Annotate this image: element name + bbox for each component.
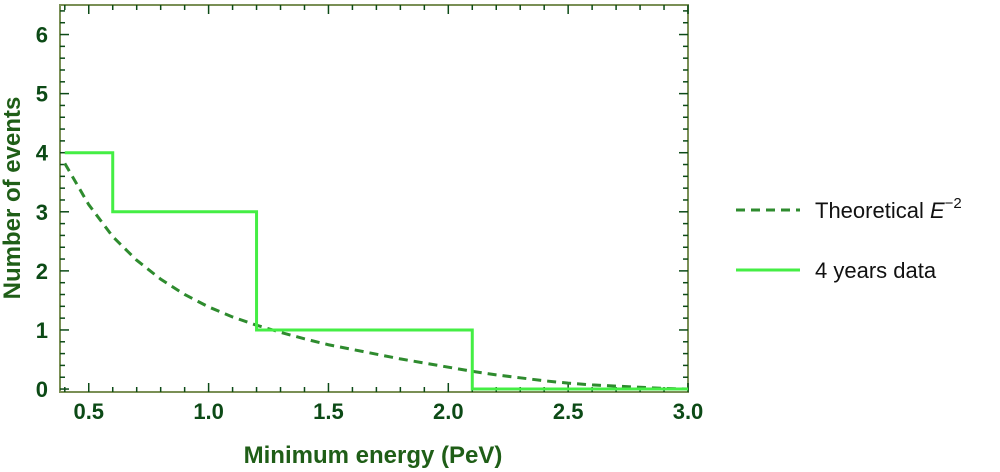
legend-item-data: 4 years data	[736, 258, 937, 283]
y-tick-label: 6	[36, 23, 48, 48]
series-layer	[63, 151, 689, 391]
y-tick-label: 0	[36, 377, 48, 402]
legend-label-theoretical-text: Theoretical	[815, 198, 930, 223]
legend-label-theoretical-sup: −2	[945, 195, 962, 212]
series-theoretical-line	[63, 162, 689, 391]
legend-label-data: 4 years data	[815, 258, 937, 283]
y-tick-labels: 0 1 2 3 4 5 6	[36, 23, 49, 403]
y-tick-label: 4	[36, 141, 49, 166]
y-tick-label: 1	[36, 318, 48, 343]
y-tick-label: 3	[36, 200, 48, 225]
legend-item-theoretical: Theoretical E−2	[736, 195, 962, 223]
x-tick-label: 1.0	[193, 399, 224, 424]
plot-frame	[59, 4, 689, 393]
x-axis-title: Minimum energy (PeV)	[244, 442, 503, 469]
x-tick-label: 1.5	[313, 399, 344, 424]
x-tick-label: 2.5	[553, 399, 584, 424]
series-data-step-line	[64, 151, 688, 391]
y-axis-title: Number of events	[0, 97, 26, 300]
plot-area: 0.5 1.0 1.5 2.0 2.5 3.0 0 1 2 3 4 5 6	[36, 4, 703, 424]
x-tick-label: 2.0	[433, 399, 464, 424]
x-tick-labels: 0.5 1.0 1.5 2.0 2.5 3.0	[73, 399, 703, 424]
y-tick-label: 5	[36, 82, 48, 107]
legend-label-theoretical: Theoretical E−2	[815, 195, 962, 223]
legend: Theoretical E−2 4 years data	[736, 195, 962, 283]
x-tick-label: 0.5	[73, 399, 104, 424]
legend-label-theoretical-math: E	[930, 198, 945, 223]
axis-ticks	[60, 5, 689, 392]
y-tick-label: 2	[36, 259, 48, 284]
x-tick-label: 3.0	[673, 399, 704, 424]
